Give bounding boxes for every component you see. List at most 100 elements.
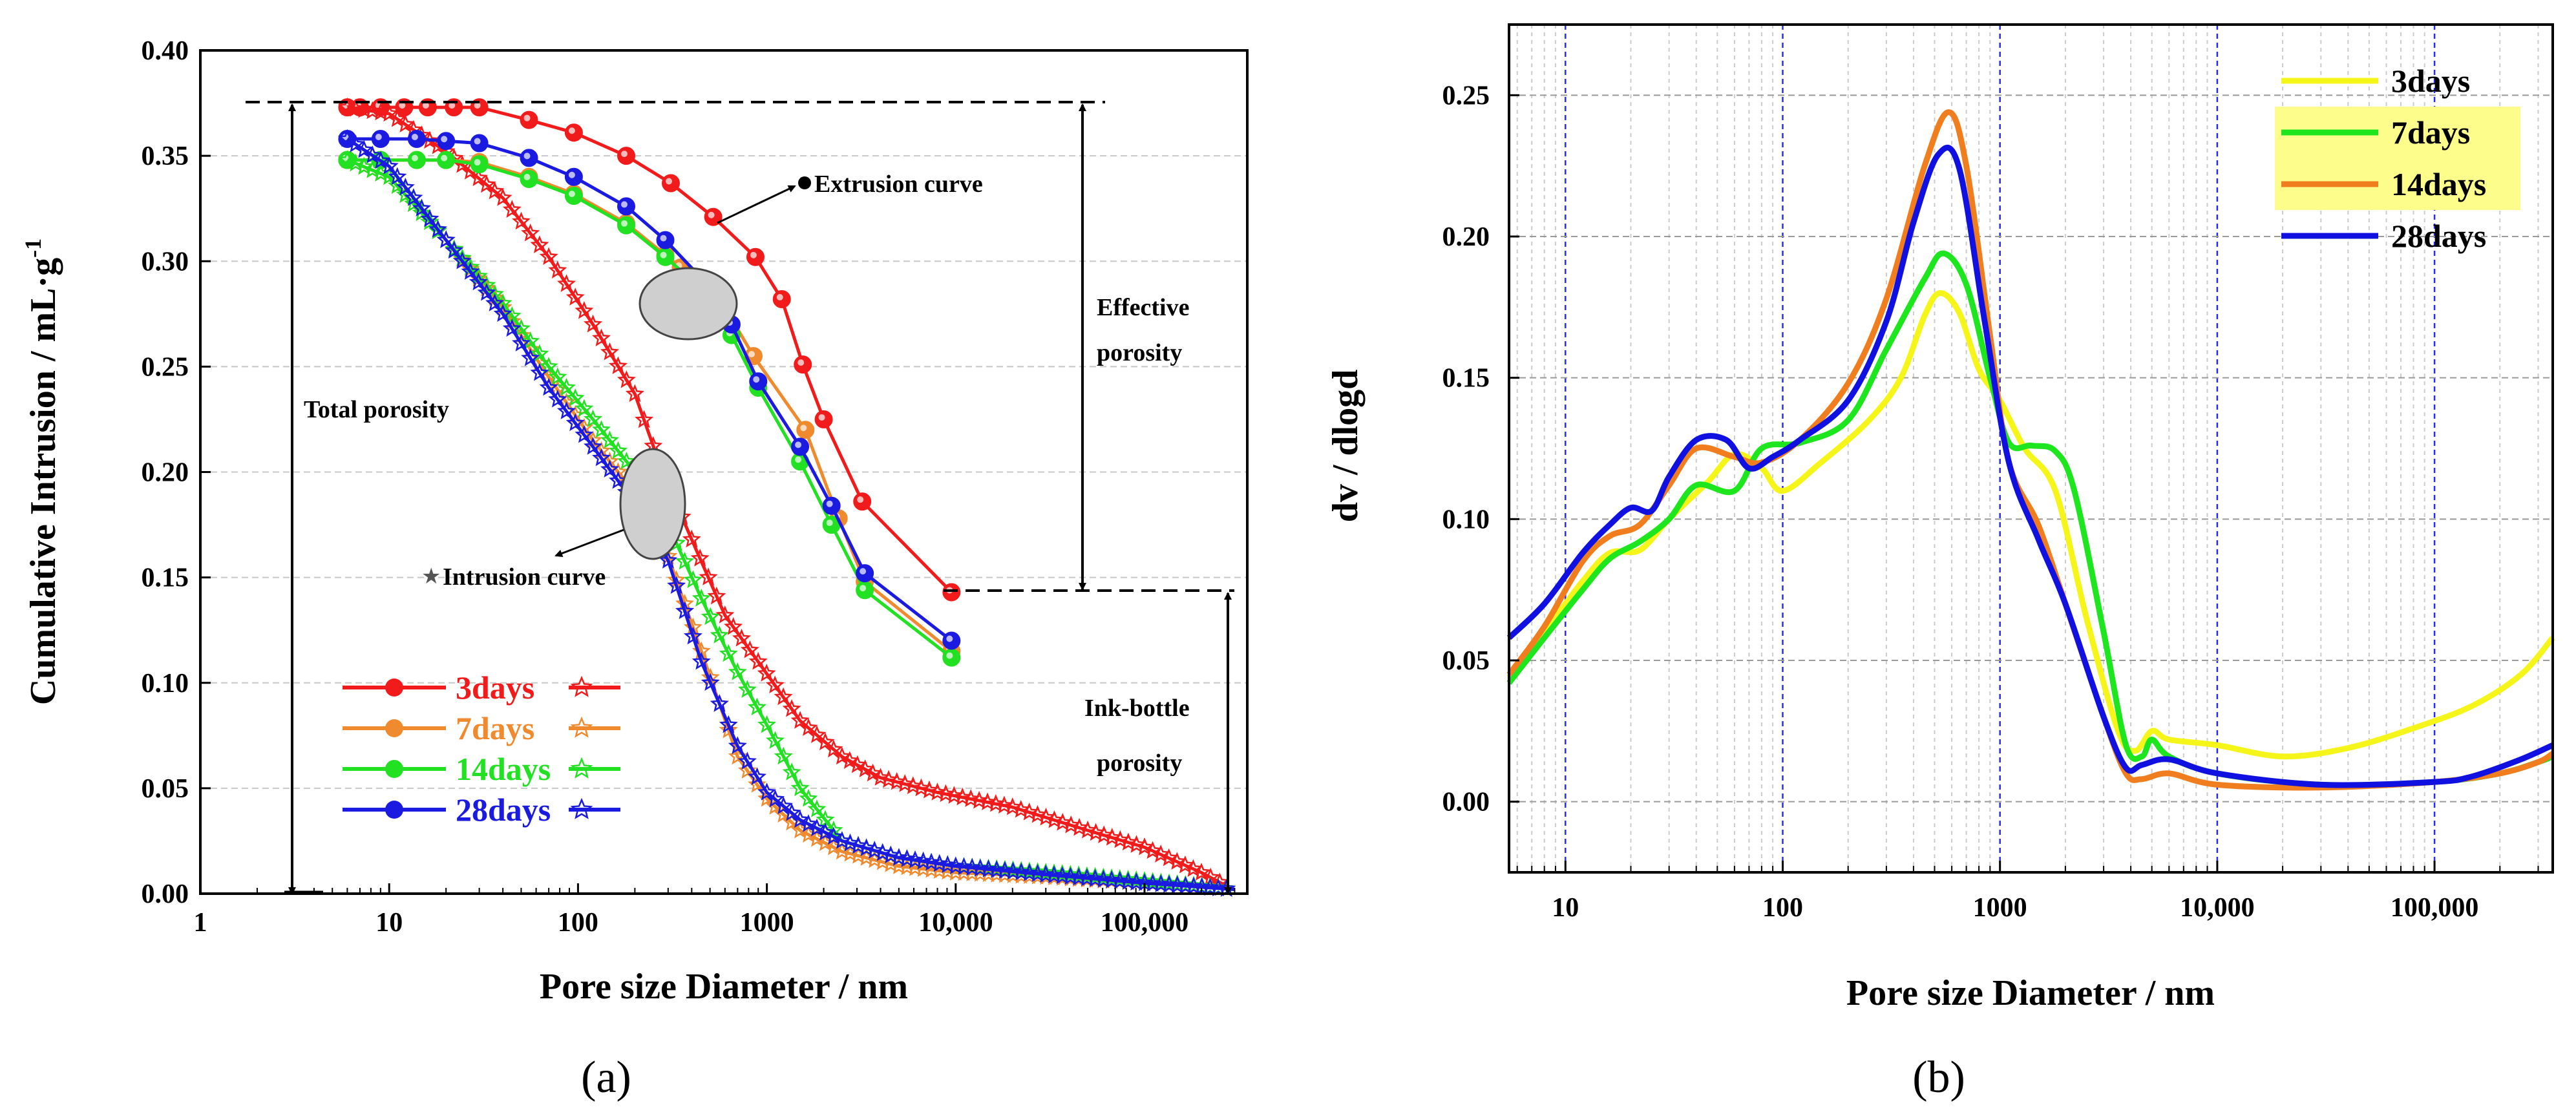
a-intrusion-point: [873, 843, 892, 861]
a-extrusion-point-hl: [621, 220, 628, 227]
a-legend-circle-3days: [385, 678, 403, 697]
a-intrusion-point: [428, 220, 448, 238]
a-legend-circle-7days: [385, 719, 403, 737]
a-intrusion-point: [625, 384, 644, 403]
a-intrusion-point: [591, 328, 611, 347]
a-extrusion-point-hl: [474, 102, 481, 109]
a-extrusion-point-hl: [568, 171, 575, 178]
a-intrusion-point: [1011, 799, 1031, 818]
b-xtick-label: 10: [1552, 893, 1579, 923]
a-legend-star-3days: [570, 675, 593, 697]
a-xtick-label: 10: [375, 908, 403, 938]
a-intrusion-point: [1020, 802, 1039, 821]
a-intrusion-point: [683, 617, 702, 636]
a-intrusion-point: [710, 694, 729, 712]
a-intrusion-point: [790, 820, 810, 839]
a-extrusion-point-hl: [797, 359, 805, 366]
a-extrusion-point-hl: [795, 456, 802, 463]
a-intrusion-point: [881, 854, 900, 872]
a-intrusion-point: [790, 810, 810, 828]
a-intrusion-point: [502, 200, 522, 218]
a-intrusion-point: [807, 818, 827, 837]
a-intrusion-point: [1176, 855, 1195, 874]
a-extrusion-point-hl: [776, 293, 783, 300]
a-intrusion-point: [824, 820, 843, 839]
b-ytick-label: 0.15: [1442, 364, 1490, 394]
a-intrusion-point: [757, 664, 776, 682]
a-intrusion-point: [1036, 807, 1055, 826]
a-intrusion-point: [1110, 830, 1130, 848]
a-intrusion-point: [608, 441, 628, 459]
a-intrusion-point: [747, 775, 766, 793]
a-intrusion-point: [857, 838, 876, 856]
a-intrusion-point: [707, 586, 726, 605]
a-intrusion-point: [412, 198, 431, 217]
a-intrusion-point: [871, 768, 890, 786]
a-intrusion-point: [591, 448, 611, 467]
a-intrusion-point: [600, 430, 620, 448]
a-extrusion-point-hl: [818, 414, 825, 421]
a-extrusion-point-hl: [826, 500, 833, 507]
a-ticks: 0.00 0.05 0.10 0.15 0.20 0.25 0.30 0.35 0.40 1 10 1…: [142, 36, 1236, 938]
b-ytick-label: 0.25: [1442, 81, 1490, 110]
b-legend-label-14days: 14days: [2391, 166, 2486, 202]
a-extrusion-point-hl: [708, 211, 715, 218]
a-intrusion-point: [849, 836, 868, 854]
b-xtick-label: 10,000: [2180, 893, 2255, 923]
a-ylabel: Cumulative Intrusion / mL·g-1: [20, 238, 63, 705]
a-intrusion-point: [757, 783, 777, 801]
a-ytick-label: 0.00: [142, 879, 189, 909]
a-intrusion-point: [710, 625, 729, 644]
a-intrusion-point: [782, 803, 801, 821]
a-extrusion-point-hl: [946, 652, 953, 659]
a-ytick-label: 0.25: [142, 352, 189, 382]
b-legend: 3days 7days 14days 28days: [2275, 63, 2520, 254]
a-intrusion-point: [557, 377, 576, 396]
b-ytick-label: 0.10: [1442, 505, 1490, 534]
intrusion-ellipse: [619, 448, 686, 560]
a-intrusion-point: [346, 98, 365, 117]
a-extrusion-point-hl: [795, 441, 802, 448]
effective-label-1: Effective: [1097, 294, 1189, 321]
b-ticks: 0.00 0.05 0.10 0.15 0.20 0.25 10 100 1000 10,000 1…: [1442, 81, 2539, 923]
a-intrusion-point: [469, 168, 488, 186]
a-intrusion-point: [485, 284, 505, 302]
a-intrusion-point: [863, 763, 883, 782]
a-intrusion-point: [379, 156, 399, 174]
a-intrusion-point: [548, 367, 567, 386]
a-intrusion-point: [1192, 863, 1211, 881]
a-intrusion-point: [363, 101, 382, 120]
a-extrusion-point-hl: [523, 114, 531, 121]
a-intrusion-point: [608, 462, 628, 480]
a-extrusion-point-hl: [523, 174, 531, 181]
a-intrusion-point: [816, 823, 835, 841]
a-intrusion-point: [575, 399, 594, 417]
a-intrusion-point: [346, 134, 365, 152]
a-intrusion-point: [1028, 804, 1048, 823]
a-intrusion-point: [715, 605, 735, 624]
a-intrusion-point: [683, 626, 702, 645]
a-intrusion-point: [737, 751, 757, 770]
a-legend-star-7days: [570, 716, 593, 738]
a-extrusion-point-hl: [523, 152, 531, 160]
a-intrusion-point: [728, 662, 747, 680]
a-intrusion-point: [502, 319, 522, 337]
a-intrusion-point: [548, 390, 567, 408]
a-intrusion-point: [832, 746, 852, 765]
a-intrusion-point: [530, 363, 549, 381]
a-intrusion-point: [379, 103, 399, 122]
a-intrusion-point: [600, 459, 619, 478]
b-legend-label-28days: 28days: [2391, 218, 2486, 254]
a-intrusion-point: [565, 413, 585, 432]
b-panel-label: (b): [1912, 1053, 1965, 1102]
b-xtick-label: 100: [1762, 893, 1803, 923]
a-legend-label-28days: 28days: [456, 792, 551, 828]
a-legend-label-14days: 14days: [456, 751, 551, 787]
a-extrusion-point-hl: [422, 102, 429, 109]
a-intrusion-point: [782, 812, 801, 831]
a-extrusion-point-hl: [399, 102, 406, 109]
a-extrusion-point-hl: [753, 376, 760, 383]
a-intrusion-point: [1003, 797, 1022, 815]
a-intrusion-point: [920, 780, 939, 799]
